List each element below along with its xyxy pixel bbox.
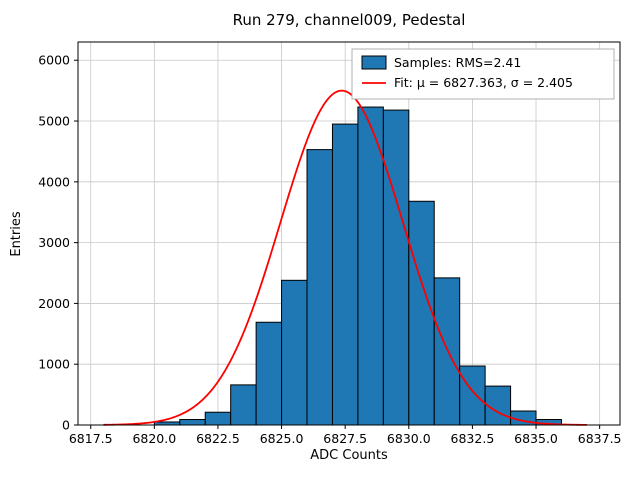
- plot-frame: [77, 41, 621, 426]
- gaussian-fit-line: [103, 89, 587, 426]
- legend-samples-label: Samples: RMS=2.41: [394, 55, 521, 70]
- chart-title: Run 279, channel009, Pedestal: [233, 11, 466, 29]
- fit-curve: [103, 89, 587, 426]
- y-tick-label: 0: [62, 418, 70, 433]
- histogram-bar: [433, 277, 461, 426]
- x-tick-label: 6837.5: [578, 431, 622, 446]
- x-tick-label: 6832.5: [451, 431, 495, 446]
- y-tick-label: 3000: [38, 235, 70, 250]
- y-tick-label: 1000: [38, 357, 70, 372]
- histogram-bar: [230, 384, 257, 426]
- y-tick-label: 4000: [38, 174, 70, 189]
- histogram-bar: [382, 109, 410, 426]
- legend-box: [351, 48, 615, 100]
- legend-samples-patch: [361, 55, 387, 70]
- histogram-bar: [408, 200, 435, 426]
- x-tick-label: 6830.0: [387, 431, 431, 446]
- histogram-bar: [459, 365, 486, 426]
- histogram-bar: [204, 411, 232, 426]
- x-tick-label: 6822.5: [196, 431, 240, 446]
- x-tick-label: 6817.5: [69, 431, 113, 446]
- legend: Samples: RMS=2.41 Fit: μ = 6827.363, σ =…: [351, 48, 615, 100]
- x-axis-label: ADC Counts: [310, 448, 388, 463]
- histogram-bar: [179, 419, 206, 426]
- x-tick-label: 6825.0: [260, 431, 304, 446]
- y-tick-label: 2000: [38, 296, 70, 311]
- histogram-bar: [331, 123, 359, 426]
- x-tick-label: 6835.0: [514, 431, 558, 446]
- y-axis: 0 1000 2000 3000 4000 5000 6000: [38, 53, 78, 433]
- x-tick-label: 6827.5: [323, 431, 367, 446]
- histogram-bar: [306, 149, 333, 426]
- histogram-bar: [281, 279, 308, 426]
- histogram-bars: [153, 106, 562, 426]
- histogram-bar: [255, 321, 283, 426]
- legend-fit-label: Fit: μ = 6827.363, σ = 2.405: [394, 75, 573, 90]
- y-tick-label: 6000: [38, 53, 70, 68]
- x-axis: 6817.5 6820.0 6822.5 6825.0 6827.5 6830.0 6832…: [69, 425, 622, 446]
- y-axis-label: Entries: [9, 211, 24, 257]
- x-tick-label: 6820.0: [132, 431, 176, 446]
- y-tick-label: 5000: [38, 114, 70, 129]
- histogram-bar: [357, 106, 384, 426]
